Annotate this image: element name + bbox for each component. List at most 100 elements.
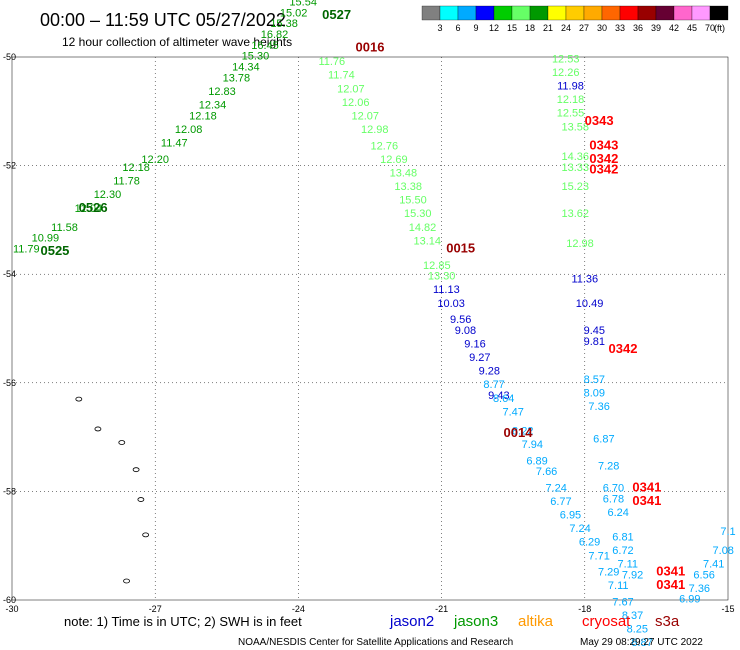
time-label: 0342	[589, 162, 618, 177]
island-outline	[132, 467, 140, 473]
wave-height-label: 11.13	[433, 284, 460, 296]
wave-height-label: 6.29	[579, 537, 600, 549]
wave-height-label: 6.56	[693, 569, 714, 581]
wave-height-label: 7.08	[713, 545, 734, 557]
island-outline	[123, 578, 130, 584]
wave-height-label: 15.02	[280, 7, 308, 19]
wave-height-label: 9.16	[464, 339, 485, 351]
wave-height-label: 12.18	[557, 94, 585, 106]
colorbar-label: 42	[669, 23, 679, 33]
y-tick-label: -58	[3, 486, 16, 496]
wave-height-label: 12.18	[189, 110, 217, 122]
wave-height-label: 8.37	[622, 610, 643, 622]
wave-height-label: 15.50	[399, 195, 427, 207]
wave-height-label: 6.81	[612, 531, 633, 543]
island-outline	[94, 426, 102, 432]
colorbar-label: 24	[561, 23, 571, 33]
colorbar-swatch	[439, 5, 459, 21]
colorbar-label: 45	[687, 23, 697, 33]
wave-height-label: 12.85	[423, 260, 451, 272]
plot-frame	[11, 56, 729, 601]
wave-height-label: 8.64	[493, 393, 514, 405]
colorbar-label: 27	[579, 23, 589, 33]
time-label: 0016	[356, 40, 385, 55]
y-tick-label: -60	[3, 595, 16, 605]
wave-height-label: 12.34	[199, 100, 227, 112]
colorbar-swatch	[457, 5, 477, 21]
wave-height-label: 15.30	[404, 208, 432, 220]
axis-ticks: -30 -27 -24 -21 -18 -15 -50 -52 -54 -56 -58 -60	[3, 52, 735, 614]
wave-height-label: 6.24	[608, 507, 629, 519]
wave-height-label: 12.76	[371, 140, 399, 152]
legend-altika: altika	[518, 613, 554, 630]
colorbar-swatch	[691, 5, 711, 21]
wave-height-label: 6.87	[593, 434, 614, 446]
colorbar-label: 33	[615, 23, 625, 33]
wave-height-label: 7.92	[622, 569, 643, 581]
colorbar-label: 70	[705, 23, 715, 33]
wave-height-label: 13.48	[390, 167, 418, 179]
wave-height-label: 12.30	[94, 189, 122, 201]
wave-height-label: 12.55	[557, 108, 585, 120]
legend-cryosat: cryosat	[582, 613, 631, 630]
wave-height-label: 7.11	[608, 580, 629, 592]
wave-height-label: 14.82	[409, 222, 437, 234]
x-tick-label: -21	[435, 604, 448, 614]
wave-height-label: 10.99	[32, 233, 60, 245]
wave-height-label: 13.30	[428, 271, 456, 283]
time-label: 0341	[632, 493, 661, 508]
colorbar-swatch	[709, 5, 729, 21]
colorbar-swatch	[529, 5, 549, 21]
wave-height-label: 12.98	[361, 124, 389, 136]
colorbar-swatch	[547, 5, 567, 21]
time-label: 0341	[656, 564, 685, 579]
wave-height-label: 9.43	[488, 390, 509, 402]
colorbar-label: 15	[507, 23, 517, 33]
wave-height-label: 12.18	[122, 162, 150, 174]
footer-note: note: 1) Time is in UTC; 2) SWH is in fe…	[64, 614, 302, 629]
wave-height-label: 12.06	[342, 97, 370, 109]
wave-height-label: 6.70	[603, 482, 624, 494]
wave-height-label: 15.30	[242, 51, 270, 63]
colorbar-label: 9	[473, 23, 478, 33]
y-tick-label: -54	[3, 269, 16, 279]
x-tick-label: -15	[721, 604, 734, 614]
wave-height-label: 9.27	[469, 352, 490, 364]
wave-height-label: 11.58	[51, 222, 78, 234]
wave-height-label: 7.24	[545, 482, 566, 494]
wave-height-label: 16.82	[261, 29, 289, 41]
time-label: 0343	[585, 113, 614, 128]
wave-height-label: 7.66	[536, 466, 557, 478]
grid-lines	[12, 57, 728, 600]
wave-height-label: 13.14	[414, 235, 442, 247]
wave-height-label: 8.22	[512, 425, 533, 437]
wave-height-label: 8.77	[483, 379, 504, 391]
colorbar-swatch	[655, 5, 675, 21]
y-tick-label: -52	[3, 161, 16, 171]
wave-height-label: 11.47	[161, 138, 188, 150]
wave-height-label: 7.11	[617, 558, 638, 570]
coastline-islands	[75, 396, 150, 584]
island-outline	[75, 396, 83, 402]
island-outline	[137, 497, 145, 502]
colorbar-swatch	[565, 5, 585, 21]
footer-timestamp: May 29 08:29:27 UTC 2022	[580, 637, 703, 648]
y-tick-label: -50	[3, 52, 16, 62]
wave-height-label: 7.24	[569, 523, 590, 535]
wave-height-label: 8.09	[584, 387, 605, 399]
wave-height-label: 15.54	[289, 0, 317, 8]
footer-credit: NOAA/NESDIS Center for Satellite Applica…	[238, 637, 513, 648]
time-label: 0341	[656, 577, 685, 592]
wave-height-label: 9.08	[455, 325, 476, 337]
wave-height-label: 15.23	[561, 181, 589, 193]
wave-height-label: 6.89	[526, 455, 547, 467]
wave-height-label: 7.94	[522, 439, 543, 451]
wave-height-label: 6.95	[560, 510, 581, 522]
wave-height-label: 7.47	[502, 406, 523, 418]
x-tick-label: -24	[292, 604, 305, 614]
colorbar-label: 18	[525, 23, 535, 33]
time-label: 0343	[589, 137, 618, 152]
colorbar-label: 36	[633, 23, 643, 33]
wave-height-label: 11.74	[328, 70, 355, 82]
